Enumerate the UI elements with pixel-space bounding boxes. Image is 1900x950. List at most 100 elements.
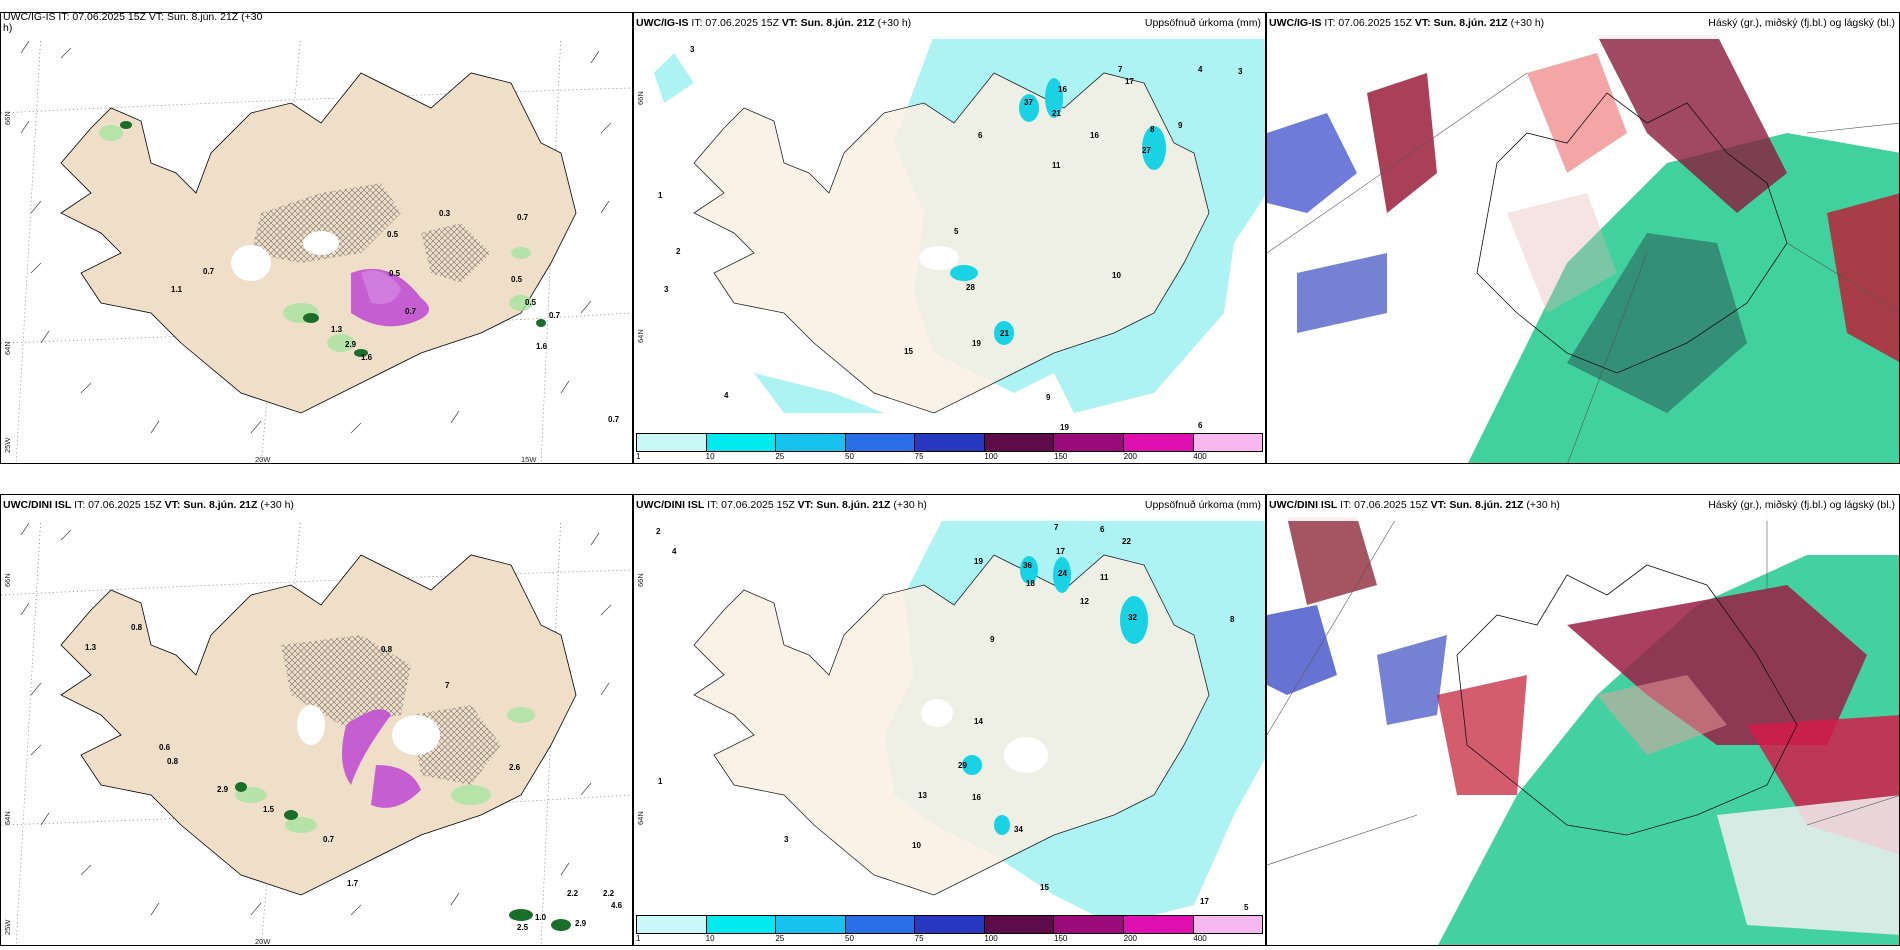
colorbar-tick-label: 100 bbox=[984, 452, 998, 461]
colorbar: 1 10 25 50 75 100 150 200 400 bbox=[636, 915, 1263, 943]
precip-value: 6 bbox=[1100, 525, 1105, 534]
precip-value: 6 bbox=[1198, 421, 1203, 430]
colorbar-cell bbox=[845, 916, 916, 933]
precip-value: 1.0 bbox=[535, 913, 547, 922]
precip-value: 3 bbox=[690, 45, 695, 54]
valid-time: VT: Sun. 8.jún. 21Z bbox=[781, 17, 875, 29]
lead-time: (+30 h) bbox=[1510, 17, 1545, 29]
precip-value: 32 bbox=[1128, 613, 1137, 622]
wind-map bbox=[1, 514, 632, 945]
precip-value: 4 bbox=[672, 547, 677, 556]
lon-label-15w: 15W bbox=[521, 455, 537, 464]
colorbar-tick-label: 400 bbox=[1193, 934, 1207, 943]
precip-value: 7 bbox=[1054, 523, 1059, 532]
colorbar-cells bbox=[636, 433, 1263, 452]
precip-value: 15 bbox=[1040, 883, 1049, 892]
colorbar-tick-label: 10 bbox=[705, 934, 715, 943]
colorbar-tick-label: 75 bbox=[914, 934, 924, 943]
precip-value: 8 bbox=[1230, 615, 1235, 624]
colorbar-tick-label: 150 bbox=[1054, 452, 1068, 461]
colorbar-tick-label: 200 bbox=[1123, 934, 1138, 943]
precip-value: 10 bbox=[1112, 271, 1121, 280]
precip-value: 0.3 bbox=[439, 209, 451, 218]
field-description: Uppsöfnuð úrkoma (mm) bbox=[1144, 499, 1261, 511]
panel-title: UWC/DINI ISL IT: 07.06.2025 15Z VT: Sun.… bbox=[1, 495, 632, 521]
valid-time: VT: Sun. 8.jún. 21Z bbox=[797, 499, 891, 511]
precip-value: 5 bbox=[1244, 903, 1249, 912]
colorbar-tick-label: 200 bbox=[1123, 452, 1138, 461]
iceland-land bbox=[693, 554, 1210, 896]
lat-label-66: 66N bbox=[636, 573, 645, 587]
issue-time: IT: 07.06.2025 15Z bbox=[1340, 499, 1428, 511]
issue-time: IT: 07.06.2025 15Z bbox=[1324, 17, 1412, 29]
precip-value: 4.6 bbox=[611, 901, 623, 910]
precip-value: 22 bbox=[1122, 537, 1131, 546]
colorbar-tick-label: 400 bbox=[1193, 452, 1207, 461]
lat-label-25w: 25W bbox=[3, 919, 12, 935]
wind-map bbox=[1, 32, 632, 463]
source-model: UWC/IG-IS bbox=[1269, 17, 1322, 29]
precip-value: 2.2 bbox=[567, 889, 579, 898]
colorbar-cell bbox=[1123, 434, 1194, 451]
precip-value: 0.7 bbox=[405, 307, 417, 316]
colorbar-cell bbox=[845, 434, 916, 451]
precip-value: 0.6 bbox=[159, 743, 171, 752]
panel-title: UWC/IG-IS IT: 07.06.2025 15Z VT: Sun. 8.… bbox=[1, 13, 632, 38]
lat-label-64: 64N bbox=[3, 811, 12, 825]
precip-value: 4 bbox=[724, 391, 729, 400]
colorbar-cell bbox=[706, 916, 777, 933]
precip-value: 9 bbox=[1046, 393, 1051, 402]
field-description: Háský (gr.), miðský (fj.bl.) og lágský (… bbox=[1708, 17, 1895, 29]
colorbar-cell bbox=[984, 916, 1055, 933]
precip-value: 7 bbox=[445, 681, 450, 690]
precip-value: 2.2 bbox=[603, 889, 615, 898]
field-description: Uppsöfnuð úrkoma (mm) bbox=[1144, 17, 1261, 29]
precip-value: 19 bbox=[1060, 423, 1069, 432]
panel-precip-bottom: UWC/DINI ISL IT: 07.06.2025 15Z VT: Sun.… bbox=[633, 494, 1266, 946]
source-model: UWC/IG-IS bbox=[636, 17, 689, 29]
precip-value: 2.6 bbox=[509, 763, 521, 772]
colorbar: 1 10 25 50 75 100 150 200 400 bbox=[636, 433, 1263, 461]
colorbar-cell bbox=[915, 916, 985, 933]
colorbar-cell bbox=[1123, 916, 1194, 933]
valid-time: VT: Sun. 8.jún. 21Z bbox=[1414, 17, 1508, 29]
precip-value: 0.7 bbox=[608, 415, 620, 424]
precip-value: 10 bbox=[912, 841, 921, 850]
lead-time: (+30 h) bbox=[893, 499, 927, 511]
panel-clouds-bottom: UWC/DINI ISL IT: 07.06.2025 15Z VT: Sun.… bbox=[1266, 494, 1900, 946]
panel-title: UWC/IG-IS IT: 07.06.2025 15Z VT: Sun. 8.… bbox=[634, 13, 1265, 39]
colorbar-tick-label: 100 bbox=[984, 934, 998, 943]
lon-label-20w: 20W bbox=[255, 937, 271, 946]
colorbar-cell bbox=[776, 434, 846, 451]
precip-value: 27 bbox=[1142, 146, 1151, 155]
source-model: UWC/DINI ISL bbox=[636, 499, 705, 511]
lon-label-20w: 20W bbox=[255, 455, 271, 464]
lat-label-66: 66N bbox=[3, 573, 12, 587]
source-model: UWC/DINI ISL bbox=[1269, 499, 1338, 511]
precip-value: 1.5 bbox=[263, 805, 275, 814]
precip-value: 0.7 bbox=[517, 213, 529, 222]
precip-value: 2.9 bbox=[345, 340, 357, 349]
precip-value: 2.9 bbox=[575, 919, 587, 928]
precip-value: 14 bbox=[974, 717, 983, 726]
precip-value: 1.3 bbox=[331, 325, 343, 334]
colorbar-ticks: 1 10 25 50 75 100 150 200 400 bbox=[636, 452, 1263, 462]
precip-value: 11 bbox=[1100, 573, 1109, 582]
cloud-map bbox=[1267, 35, 1899, 463]
precip-value: 9 bbox=[1178, 121, 1183, 130]
precip-value: 8 bbox=[1150, 125, 1155, 134]
colorbar-tick-label: 150 bbox=[1054, 934, 1068, 943]
precip-value: 4 bbox=[1198, 65, 1203, 74]
colorbar-tick-label: 10 bbox=[705, 452, 715, 461]
issue-time: IT: 07.06.2025 15Z bbox=[691, 17, 779, 29]
precip-value: 9 bbox=[990, 635, 995, 644]
panel-clouds-top: UWC/IG-IS IT: 07.06.2025 15Z VT: Sun. 8.… bbox=[1266, 12, 1900, 464]
precip-value: 1 bbox=[658, 191, 663, 200]
precip-value: 3 bbox=[664, 285, 669, 294]
precip-value: 1.1 bbox=[171, 285, 183, 294]
precip-value: 24 bbox=[1058, 569, 1067, 578]
precip-value: 21 bbox=[1000, 329, 1009, 338]
lat-label-64: 64N bbox=[3, 341, 12, 355]
precip-value: 16 bbox=[972, 793, 981, 802]
iceland-land bbox=[693, 72, 1210, 414]
